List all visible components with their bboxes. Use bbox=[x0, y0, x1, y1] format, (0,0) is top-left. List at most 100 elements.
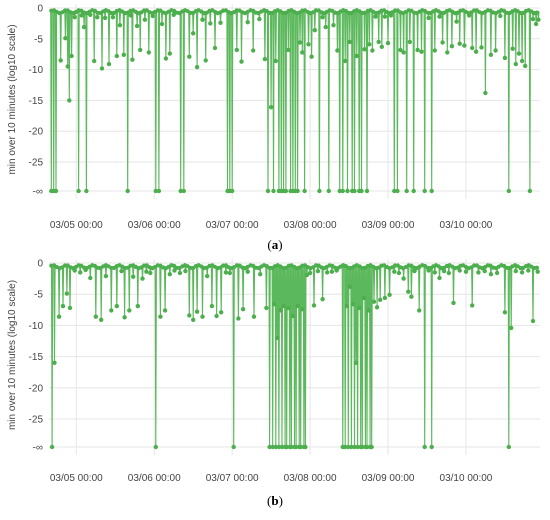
data-point bbox=[519, 58, 525, 64]
data-point bbox=[264, 305, 269, 311]
data-point bbox=[67, 98, 72, 103]
data-point bbox=[286, 305, 291, 311]
x-tick-label: 03/09 00:00 bbox=[362, 220, 415, 231]
data-point bbox=[526, 268, 531, 273]
data-point bbox=[270, 444, 275, 450]
data-point bbox=[429, 444, 434, 450]
data-point bbox=[311, 303, 317, 308]
data-point bbox=[267, 444, 272, 450]
data-point bbox=[163, 56, 169, 61]
data-point bbox=[171, 12, 176, 17]
data-point bbox=[476, 270, 481, 275]
data-point bbox=[516, 51, 522, 56]
data-point bbox=[181, 188, 186, 194]
data-point bbox=[205, 273, 210, 279]
data-point bbox=[344, 303, 349, 309]
data-point bbox=[93, 314, 99, 319]
data-point bbox=[401, 276, 406, 281]
data-point bbox=[366, 308, 371, 313]
data-point bbox=[513, 268, 518, 274]
data-point bbox=[122, 315, 127, 320]
x-tick-label: 03/06 00:00 bbox=[128, 473, 181, 484]
data-point bbox=[364, 188, 370, 194]
data-point bbox=[373, 14, 378, 19]
data-point bbox=[345, 188, 350, 194]
data-point bbox=[148, 270, 153, 276]
data-point bbox=[134, 23, 140, 29]
data-point bbox=[53, 188, 59, 194]
data-point bbox=[150, 13, 155, 19]
data-point bbox=[158, 314, 163, 319]
y-tick-label: -5 bbox=[34, 290, 43, 301]
data-point bbox=[432, 48, 437, 53]
data-point bbox=[203, 58, 208, 63]
data-point bbox=[347, 39, 352, 45]
data-point bbox=[49, 444, 55, 450]
data-point bbox=[457, 268, 462, 273]
data-point bbox=[297, 40, 303, 45]
data-point bbox=[156, 188, 162, 194]
data-point bbox=[131, 274, 136, 279]
data-point bbox=[88, 12, 93, 17]
data-point bbox=[140, 276, 145, 281]
data-point bbox=[357, 305, 362, 311]
data-point bbox=[278, 308, 283, 313]
data-point bbox=[506, 444, 511, 450]
data-point bbox=[404, 188, 409, 194]
panel-caption: (a) bbox=[267, 237, 282, 252]
data-point bbox=[273, 58, 278, 64]
data-point bbox=[295, 188, 300, 194]
data-point bbox=[401, 50, 406, 55]
data-point bbox=[276, 444, 282, 450]
data-point bbox=[300, 307, 305, 312]
x-tick-label: 03/09 00:00 bbox=[362, 473, 415, 484]
data-point bbox=[187, 313, 192, 318]
data-point bbox=[510, 46, 515, 51]
data-point bbox=[419, 49, 424, 54]
data-point bbox=[56, 314, 62, 319]
data-point bbox=[84, 188, 89, 194]
data-point bbox=[417, 308, 422, 313]
data-point bbox=[395, 188, 400, 194]
y-tick-label: -25 bbox=[29, 158, 44, 169]
data-point bbox=[488, 272, 494, 277]
data-point bbox=[295, 303, 300, 309]
data-point bbox=[200, 17, 205, 22]
data-point bbox=[412, 268, 417, 274]
data-point bbox=[483, 90, 488, 96]
data-point bbox=[240, 307, 246, 312]
data-point bbox=[187, 54, 192, 59]
data-point bbox=[234, 47, 239, 53]
y-tick-label: -∞ bbox=[33, 443, 43, 454]
data-point bbox=[125, 188, 130, 194]
data-point bbox=[178, 188, 183, 194]
data-point bbox=[392, 188, 397, 194]
data-point bbox=[162, 308, 168, 313]
data-point bbox=[60, 303, 66, 309]
data-point bbox=[146, 50, 151, 55]
data-point bbox=[482, 268, 487, 274]
data-point bbox=[437, 14, 442, 19]
y-axis-label: min over 10 minutes (log10 scale) bbox=[7, 280, 18, 430]
data-point bbox=[411, 188, 416, 194]
data-point bbox=[352, 444, 357, 450]
data-point bbox=[325, 270, 330, 275]
data-point bbox=[415, 47, 420, 53]
data-point bbox=[513, 61, 518, 67]
data-point bbox=[138, 47, 143, 53]
data-point bbox=[78, 270, 83, 275]
x-tick-label: 03/07 00:00 bbox=[206, 473, 259, 484]
data-point bbox=[159, 21, 165, 27]
data-point bbox=[65, 64, 70, 69]
data-point bbox=[302, 188, 307, 194]
data-point bbox=[114, 53, 120, 59]
data-point bbox=[227, 270, 232, 276]
data-point bbox=[315, 268, 321, 274]
y-tick-label: -20 bbox=[29, 383, 44, 394]
data-point bbox=[441, 268, 447, 274]
data-point bbox=[230, 188, 235, 194]
data-point bbox=[83, 267, 88, 273]
data-point bbox=[523, 63, 528, 69]
data-point bbox=[527, 188, 533, 194]
